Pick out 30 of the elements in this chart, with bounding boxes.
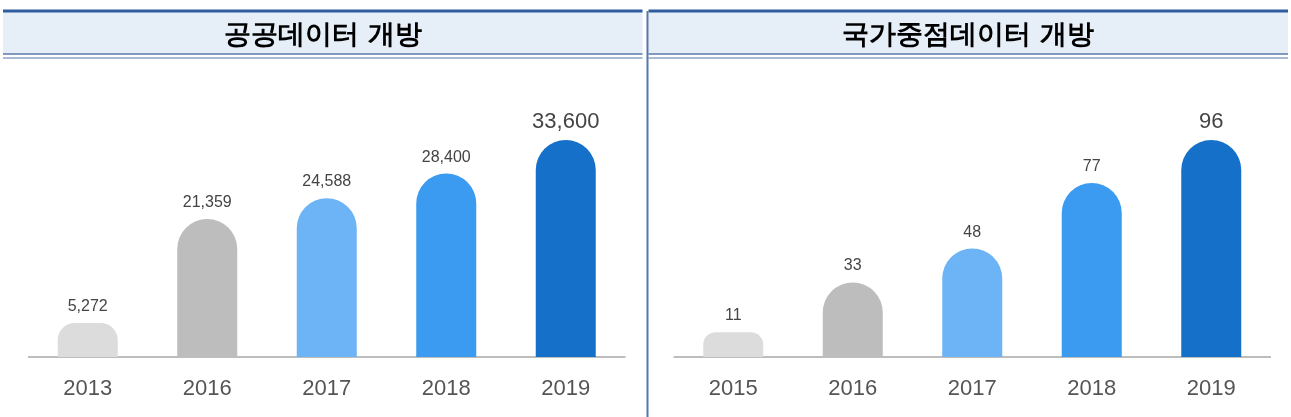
- data-label: 77: [1082, 156, 1101, 174]
- bar: [57, 322, 118, 357]
- chart-title: 공공데이터 개방: [223, 18, 422, 49]
- x-tick-label: 2019: [541, 375, 591, 400]
- data-label: 33: [843, 256, 862, 274]
- x-tick-label: 2016: [828, 375, 878, 400]
- x-tick-label: 2016: [182, 375, 232, 400]
- x-tick-label: 2019: [1186, 375, 1236, 400]
- data-label: 24,588: [302, 172, 352, 190]
- chart-title: 국가중점데이터 개방: [842, 18, 1095, 49]
- x-tick-label: 2015: [708, 375, 758, 400]
- data-label: 11: [724, 306, 742, 324]
- bar: [703, 332, 764, 357]
- bar: [942, 248, 1003, 357]
- data-label: 5,272: [67, 296, 108, 314]
- data-label: 21,359: [182, 193, 232, 211]
- data-label: 33,600: [532, 108, 600, 133]
- bar: [535, 140, 596, 357]
- x-tick-label: 2017: [947, 375, 997, 400]
- data-label: 96: [1199, 108, 1224, 133]
- bar: [416, 173, 477, 357]
- data-label: 48: [963, 222, 982, 240]
- bar: [296, 198, 357, 357]
- x-tick-label: 2013: [63, 375, 113, 400]
- data-label: 28,400: [421, 147, 471, 165]
- bar: [1061, 182, 1122, 357]
- x-tick-label: 2018: [1067, 375, 1117, 400]
- x-tick-label: 2017: [302, 375, 352, 400]
- bar: [1181, 140, 1242, 357]
- x-tick-label: 2018: [421, 375, 471, 400]
